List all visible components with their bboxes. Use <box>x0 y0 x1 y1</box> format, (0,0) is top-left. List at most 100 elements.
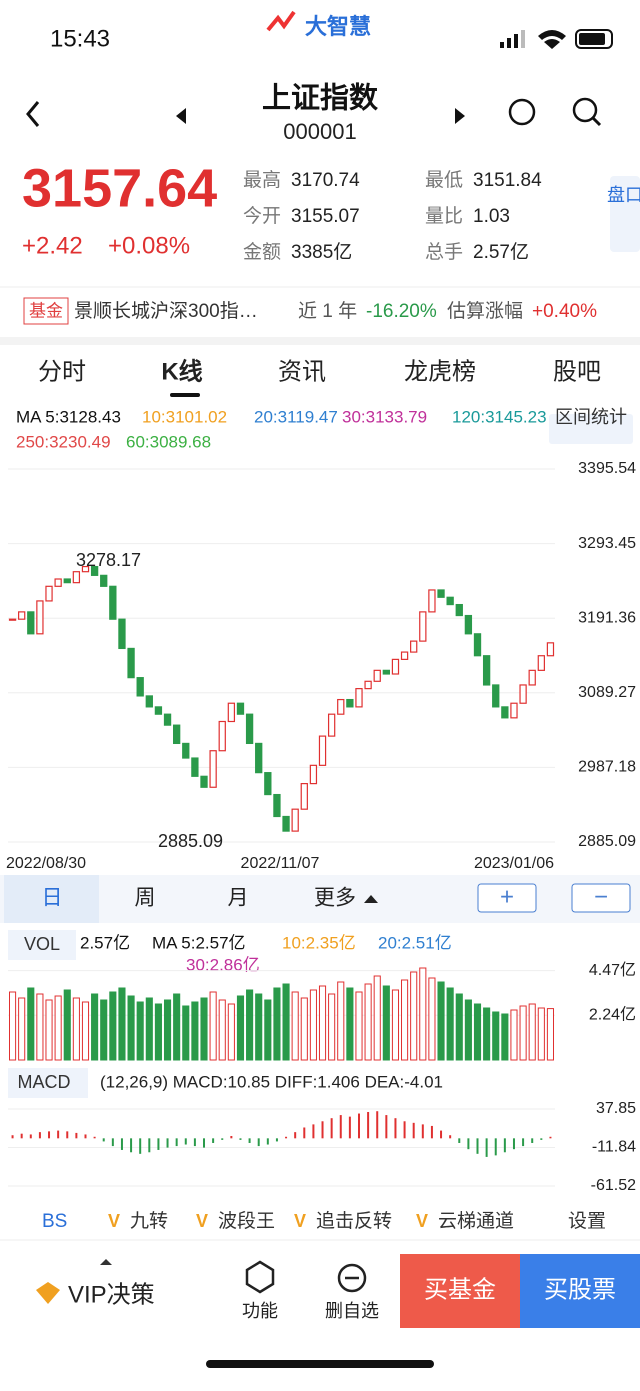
candle <box>309 764 318 785</box>
tab[interactable]: 分时 <box>38 358 86 385</box>
nav-item[interactable]: 买基金 <box>424 1276 496 1303</box>
volume-bar <box>246 989 254 1061</box>
period-tab[interactable]: 日 <box>42 887 63 910</box>
volume-bar <box>382 985 390 1061</box>
zoom-out-label[interactable]: − <box>594 883 608 910</box>
dropdown-arrow <box>364 895 378 903</box>
indicator[interactable]: 波段王 <box>218 1210 275 1232</box>
period-tab[interactable]: 月 <box>228 887 249 910</box>
divider <box>0 337 640 345</box>
macd-label[interactable]: MACD <box>18 1072 71 1092</box>
zoom-out[interactable] <box>571 883 631 913</box>
search-button[interactable] <box>572 97 602 127</box>
x-date-label: 2022/08/30 <box>6 855 86 872</box>
y-tick-label: 2.24亿 <box>589 1005 636 1023</box>
volume-bar <box>18 997 26 1061</box>
indicator[interactable]: 追击反转 <box>316 1210 392 1232</box>
volume-bar <box>300 997 308 1061</box>
volume-bar <box>309 989 317 1061</box>
candle <box>510 702 518 719</box>
side-tab[interactable] <box>610 176 640 252</box>
side-tab-label: 盘口 <box>607 185 640 205</box>
nav-item[interactable]: VIP决策 <box>68 1281 155 1308</box>
candle <box>519 684 527 704</box>
candle <box>18 611 26 620</box>
volume-bar <box>45 999 53 1061</box>
nav-item[interactable]: 删自选 <box>325 1301 379 1321</box>
buy-fund-button[interactable] <box>400 1254 520 1328</box>
candle <box>446 596 454 606</box>
indicator[interactable]: 设置 <box>568 1210 606 1232</box>
candle <box>136 677 144 697</box>
candle <box>373 669 381 682</box>
candle <box>209 750 217 788</box>
ma-legend: 30:3133.79 <box>342 407 427 426</box>
y-tick-label: -11.84 <box>592 1139 636 1156</box>
tab[interactable]: 股吧 <box>553 358 601 385</box>
period-tab[interactable]: 周 <box>135 887 156 910</box>
y-tick-label: 2885.09 <box>578 833 636 850</box>
vol-legend: MA 5:2.57亿 <box>152 933 246 952</box>
buy-stock-button[interactable] <box>520 1254 640 1328</box>
y-tick-label: 3293.45 <box>578 535 636 552</box>
candle <box>127 647 135 679</box>
prev-button[interactable] <box>176 108 186 124</box>
fund-name[interactable]: 景顺长城沪深300指… <box>74 300 258 322</box>
zoom-in-label[interactable]: + <box>500 883 514 910</box>
indicator[interactable]: BS <box>42 1211 67 1232</box>
volume-bar <box>63 989 71 1061</box>
zoom-in[interactable] <box>477 883 537 913</box>
chat-button[interactable] <box>508 98 536 126</box>
period-tab[interactable]: 更多 <box>314 887 356 910</box>
fund-est-label: 估算涨幅 <box>447 300 523 322</box>
tab[interactable]: 资讯 <box>278 358 326 385</box>
expand-icon[interactable] <box>100 1259 112 1265</box>
volume-bar <box>510 1009 518 1061</box>
vol-select[interactable] <box>8 930 76 960</box>
y-tick-label: 3395.54 <box>578 460 636 477</box>
volume-bar <box>72 997 80 1061</box>
candle <box>200 775 208 788</box>
candle <box>63 578 71 584</box>
volume-bar <box>437 981 445 1061</box>
candle <box>81 565 90 573</box>
indicator[interactable]: 九转 <box>130 1210 168 1232</box>
back-button[interactable] <box>26 101 40 127</box>
tab[interactable]: 龙虎榜 <box>404 358 476 385</box>
function-icon[interactable] <box>245 1260 275 1294</box>
vol-label[interactable]: VOL <box>24 934 60 954</box>
volume-bar <box>227 1003 235 1061</box>
stat-label: 总手 <box>425 241 463 263</box>
volume-bar <box>519 1005 527 1061</box>
macd-select[interactable] <box>8 1068 88 1098</box>
volume-bar <box>191 1001 199 1061</box>
y-tick-label: 3191.36 <box>578 609 636 626</box>
volume-bar <box>355 991 363 1061</box>
volume-bar <box>528 1003 536 1061</box>
status-time: 15:43 <box>50 25 110 52</box>
volume-bar <box>473 1003 482 1061</box>
candle <box>27 611 35 635</box>
y-tick-label: -61.52 <box>591 1177 636 1194</box>
volume-bar <box>255 993 263 1061</box>
candle <box>173 724 181 745</box>
volume-bar <box>401 979 409 1061</box>
vol-legend: 30:2.86亿 <box>186 955 260 974</box>
volume-bar <box>537 1007 545 1061</box>
stat-label: 最高 <box>243 169 281 191</box>
nav-item[interactable]: 买股票 <box>544 1276 616 1303</box>
candle <box>282 815 290 832</box>
remove-icon[interactable] <box>337 1263 367 1293</box>
candle <box>346 698 354 708</box>
volume-bar <box>118 987 126 1061</box>
range-button-bg[interactable] <box>549 414 633 444</box>
nav-item[interactable]: 功能 <box>242 1301 278 1321</box>
indicator-icon: V <box>294 1211 306 1231</box>
range-button[interactable]: 区间统计 <box>555 407 627 427</box>
volume-bar <box>209 991 217 1061</box>
next-button[interactable] <box>455 108 465 124</box>
x-date-label: 2022/11/07 <box>241 855 320 872</box>
indicator[interactable]: 云梯通道 <box>438 1210 514 1232</box>
tab[interactable]: K线 <box>161 358 202 385</box>
volume-bar <box>328 993 336 1061</box>
